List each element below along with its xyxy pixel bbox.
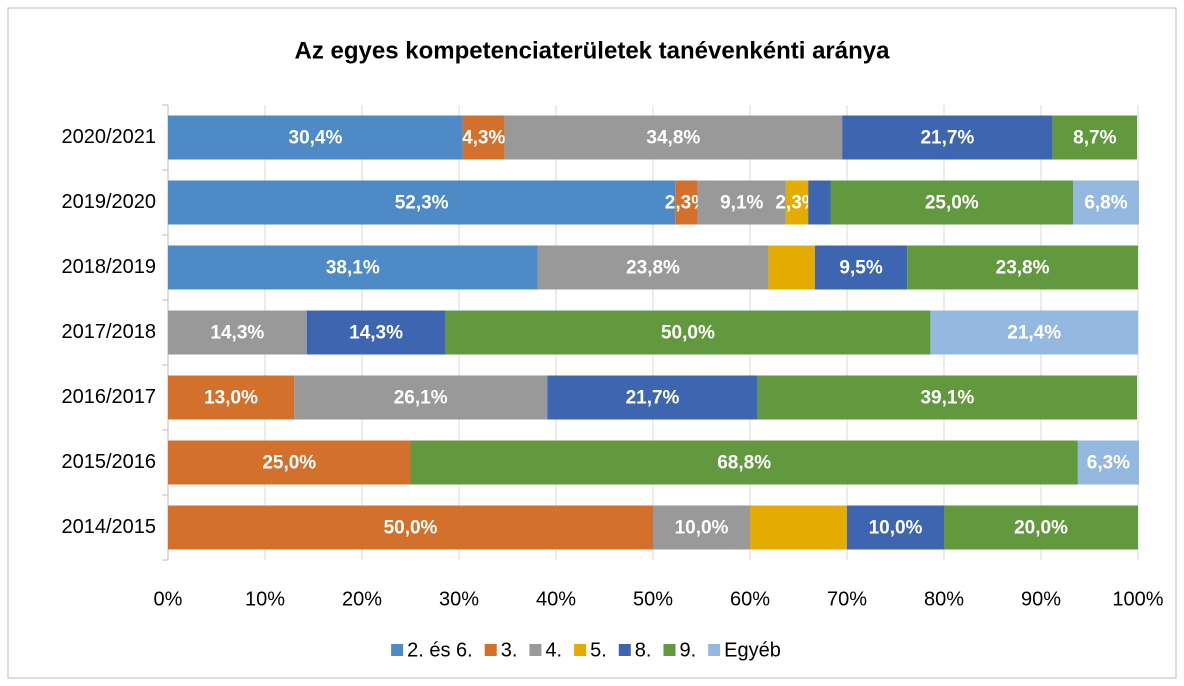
- value-label: 23,8%: [626, 258, 680, 279]
- value-label: 23,8%: [996, 258, 1050, 279]
- legend-label: 4.: [545, 639, 562, 661]
- legend-label: 3.: [501, 639, 518, 661]
- value-label: 21,4%: [1007, 323, 1061, 344]
- y-tick-label: 2015/2016: [61, 451, 156, 473]
- value-label: 9,5%: [839, 258, 882, 279]
- legend-swatch: [484, 644, 497, 656]
- y-tick-label: 2017/2018: [61, 321, 156, 343]
- y-tick-label: 2019/2020: [61, 191, 156, 213]
- value-label: 34,8%: [646, 128, 700, 149]
- y-tick-label: 2014/2015: [61, 516, 156, 538]
- value-label: 10,0%: [869, 518, 923, 539]
- value-label: 38,1%: [326, 258, 380, 279]
- x-tick-label: 60%: [730, 588, 770, 610]
- bar-segment: [653, 505, 750, 550]
- bar-segment: [462, 115, 505, 160]
- bar-segment: [944, 505, 1138, 550]
- legend-label: 2. és 6.: [407, 639, 473, 661]
- value-label: 50,0%: [661, 323, 715, 344]
- bar-segment: [547, 375, 758, 420]
- legend-swatch: [391, 644, 404, 656]
- value-label: 25,0%: [262, 453, 316, 474]
- value-label: 21,7%: [626, 388, 680, 409]
- bar-segment: [168, 505, 653, 550]
- x-tick-label: 90%: [1021, 588, 1061, 610]
- x-tick-label: 100%: [1112, 588, 1163, 610]
- bar-segment: [847, 505, 944, 550]
- bar-segment: [1077, 440, 1139, 485]
- bar-segment: [757, 375, 1138, 420]
- y-tick-label: 2016/2017: [61, 386, 156, 408]
- value-label: 9,1%: [720, 193, 763, 214]
- legend-label: 5.: [590, 639, 607, 661]
- value-label: 14,3%: [210, 323, 264, 344]
- x-tick-label: 20%: [342, 588, 382, 610]
- x-tick-label: 30%: [439, 588, 479, 610]
- value-label: 52,3%: [395, 193, 449, 214]
- bar-segment: [697, 180, 786, 225]
- chart-title: Az egyes kompetenciaterületek tanévenkén…: [295, 37, 891, 64]
- legend-swatch: [663, 644, 676, 656]
- value-label: 6,3%: [1087, 453, 1130, 474]
- bar-segment: [808, 180, 831, 225]
- y-tick-label: 2020/2021: [61, 126, 156, 148]
- bar-segment: [750, 505, 847, 550]
- legend-label: 9.: [679, 639, 696, 661]
- bar-segment: [675, 180, 698, 225]
- x-tick-label: 70%: [827, 588, 867, 610]
- x-tick-label: 40%: [536, 588, 576, 610]
- legend-swatch: [618, 644, 631, 656]
- bar-segment: [168, 440, 411, 485]
- legend-swatch: [574, 644, 587, 656]
- bar-segment: [830, 180, 1074, 225]
- bar-segment: [504, 115, 843, 160]
- bar-segment: [814, 245, 908, 290]
- bar-segment: [294, 375, 548, 420]
- bar-segment: [537, 245, 769, 290]
- value-label: 10,0%: [675, 518, 729, 539]
- x-tick-label: 80%: [924, 588, 964, 610]
- value-label: 8,7%: [1073, 128, 1116, 149]
- bar-segment: [168, 375, 295, 420]
- value-label: 2,3%: [775, 193, 818, 214]
- value-label: 68,8%: [717, 453, 771, 474]
- value-label: 25,0%: [925, 193, 979, 214]
- bar-segment: [410, 440, 1078, 485]
- bar-segment: [168, 245, 538, 290]
- x-tick-label: 50%: [633, 588, 673, 610]
- bar-segment: [768, 245, 815, 290]
- bar-segment: [306, 310, 446, 355]
- bar-segment: [842, 115, 1053, 160]
- value-label: 26,1%: [394, 388, 448, 409]
- bar-segment: [168, 310, 307, 355]
- x-tick-label: 0%: [154, 588, 183, 610]
- bar-segment: [168, 115, 463, 160]
- bar-segment: [1073, 180, 1139, 225]
- legend-label: 8.: [635, 639, 652, 661]
- legend-swatch: [708, 644, 721, 656]
- bar-segment: [785, 180, 809, 225]
- value-label: 21,7%: [920, 128, 974, 149]
- y-tick-label: 2018/2019: [61, 256, 156, 278]
- value-label: 13,0%: [204, 388, 258, 409]
- bar-segment: [445, 310, 931, 355]
- value-label: 6,8%: [1084, 193, 1127, 214]
- x-tick-label: 10%: [245, 588, 285, 610]
- value-label: 2,3%: [665, 193, 708, 214]
- bar-segment: [1052, 115, 1138, 160]
- value-label: 50,0%: [384, 518, 438, 539]
- bar-segment: [168, 180, 676, 225]
- legend-label: Egyéb: [724, 639, 781, 661]
- value-label: 14,3%: [349, 323, 403, 344]
- value-label: 30,4%: [289, 128, 343, 149]
- bar-segment: [930, 310, 1138, 355]
- value-label: 4,3%: [462, 128, 505, 149]
- value-label: 20,0%: [1014, 518, 1068, 539]
- bar-segment: [907, 245, 1138, 290]
- legend-swatch: [529, 644, 542, 656]
- value-label: 39,1%: [920, 388, 974, 409]
